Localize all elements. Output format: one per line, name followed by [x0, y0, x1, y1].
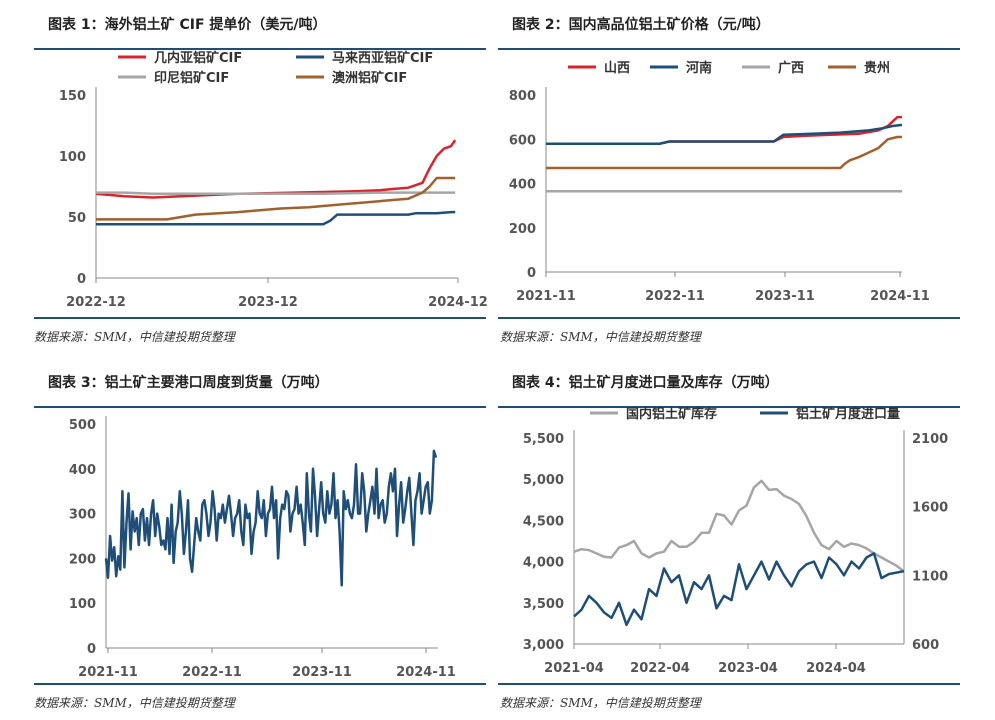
title-divider-2: [498, 48, 960, 50]
legend-label: 河南: [686, 60, 712, 76]
y-tick-label: 300: [69, 508, 96, 523]
legend-label: 山西: [604, 60, 630, 76]
y-tick-label: 200: [509, 222, 536, 237]
x-tick-label: 2022-04: [630, 661, 690, 676]
y-tick-label: 0: [527, 266, 536, 281]
y-tick-label: 200: [69, 552, 96, 567]
y-tick-right-label: 2100: [912, 432, 948, 447]
y-tick-label: 3,000: [523, 638, 564, 653]
legend-label: 广西: [778, 60, 804, 76]
y-tick-label: 500: [69, 418, 96, 433]
y-tick-label: 4,500: [523, 514, 564, 529]
y-tick-label: 150: [59, 89, 86, 104]
chart-panel-3: 图表 3：铝土矿主要港口周度到货量（万吨） 0 100 200 300 400 500 20…: [34, 368, 486, 686]
series-line-1: [546, 115, 902, 145]
bottom-divider-2: [498, 317, 960, 319]
legend-label: 贵州: [864, 60, 890, 76]
x-tick-label: 2023-12: [238, 295, 298, 310]
x-tick-label: 2022-11: [645, 289, 705, 304]
series-line-3: [96, 191, 456, 196]
x-tick-label: 2021-04: [544, 661, 604, 676]
legend-label: 铝土矿月度进口量: [796, 406, 900, 422]
chart-title-3: 图表 3：铝土矿主要港口周度到货量（万吨）: [48, 375, 329, 391]
x-tick-label: 2024-04: [806, 661, 866, 676]
chart-panel-4: 图表 4：铝土矿月度进口量及库存（万吨） 3,000 3,500 4,000 4,50…: [498, 368, 960, 686]
source-note-2: 数据来源：SMM，中信建投期货整理: [500, 330, 701, 344]
x-tick-label: 2023-11: [292, 665, 352, 680]
chart-3-plot: 0 100 200 300 400 500 2021-11 2022-11 2023-11 202…: [69, 416, 456, 680]
bottom-divider-1: [34, 317, 486, 319]
chart-panel-1: 图表 1：海外铝土矿 CIF 提单价（美元/吨） 0 50 100 150 2022-1…: [34, 10, 488, 320]
legend-label: 马来西亚铝矿CIF: [332, 50, 433, 66]
series-line-2: [573, 552, 905, 627]
y-tick-label: 0: [87, 642, 96, 657]
chart-4-plot: 3,000 3,500 4,000 4,500 5,000 5,500 600 1100 160…: [523, 406, 948, 676]
x-tick-label: 2024-11: [870, 289, 930, 304]
y-tick-label: 50: [68, 211, 86, 226]
legend-label: 印尼铝矿CIF: [154, 70, 229, 86]
series-line-4: [546, 135, 902, 170]
x-tick-label: 2023-11: [755, 289, 815, 304]
x-tick-label: 2024-12: [428, 295, 488, 310]
y-tick-label: 5,000: [523, 473, 564, 488]
legend-label: 国内铝土矿库存: [626, 406, 717, 422]
x-tick-label: 2022-11: [182, 665, 242, 680]
bottom-divider-4: [498, 683, 960, 685]
y-tick-right-label: 1600: [912, 501, 948, 516]
y-tick-label: 600: [509, 133, 536, 148]
chart-title-4: 图表 4：铝土矿月度进口量及库存（万吨）: [512, 375, 779, 391]
chart-1-plot: 0 50 100 150 2022-12 2023-12 2024-12 几内亚铝矿CIF 马来…: [59, 50, 488, 310]
title-divider-4: [498, 406, 960, 408]
chart-panel-2: 图表 2：国内高品位铝土矿价格（元/吨） 0 200 400 600 800 2021-1…: [498, 10, 960, 320]
series-line-1: [104, 449, 438, 587]
y-tick-right-label: 1100: [912, 569, 948, 584]
series-line-1: [573, 479, 905, 573]
source-note-3: 数据来源：SMM，中信建投期货整理: [34, 696, 235, 710]
source-note-1: 数据来源：SMM，中信建投期货整理: [34, 330, 235, 344]
x-tick-label: 2023-04: [718, 661, 778, 676]
y-tick-right-label: 600: [912, 638, 939, 653]
x-tick-label: 2024-11: [396, 665, 456, 680]
title-divider-1: [34, 48, 486, 50]
title-divider-3: [34, 406, 486, 408]
source-note-4: 数据来源：SMM，中信建投期货整理: [500, 696, 701, 710]
y-tick-label: 4,000: [523, 556, 564, 571]
chart-title-1: 图表 1：海外铝土矿 CIF 提单价（美元/吨）: [48, 17, 327, 33]
y-tick-label: 100: [59, 150, 86, 165]
series-line-2: [546, 123, 903, 145]
series-line-1: [95, 139, 457, 199]
legend-label: 澳洲铝矿CIF: [332, 70, 407, 86]
x-tick-label: 2022-12: [66, 295, 126, 310]
series-line-4: [96, 176, 456, 221]
x-tick-label: 2021-11: [78, 665, 138, 680]
x-tick-label: 2021-11: [516, 289, 576, 304]
y-tick-label: 800: [509, 89, 536, 104]
y-tick-label: 400: [69, 463, 96, 478]
y-tick-label: 0: [77, 272, 86, 287]
y-tick-label: 5,500: [523, 432, 564, 447]
y-tick-label: 3,500: [523, 597, 564, 612]
y-tick-label: 100: [69, 597, 96, 612]
chart-title-2: 图表 2：国内高品位铝土矿价格（元/吨）: [512, 17, 770, 33]
chart-2-plot: 0 200 400 600 800 2021-11 2022-11 2023-11 2024-1…: [509, 60, 930, 304]
y-tick-label: 400: [509, 178, 536, 193]
series-line-2: [96, 210, 456, 226]
bottom-divider-3: [34, 683, 486, 685]
legend-label: 几内亚铝矿CIF: [154, 50, 242, 66]
